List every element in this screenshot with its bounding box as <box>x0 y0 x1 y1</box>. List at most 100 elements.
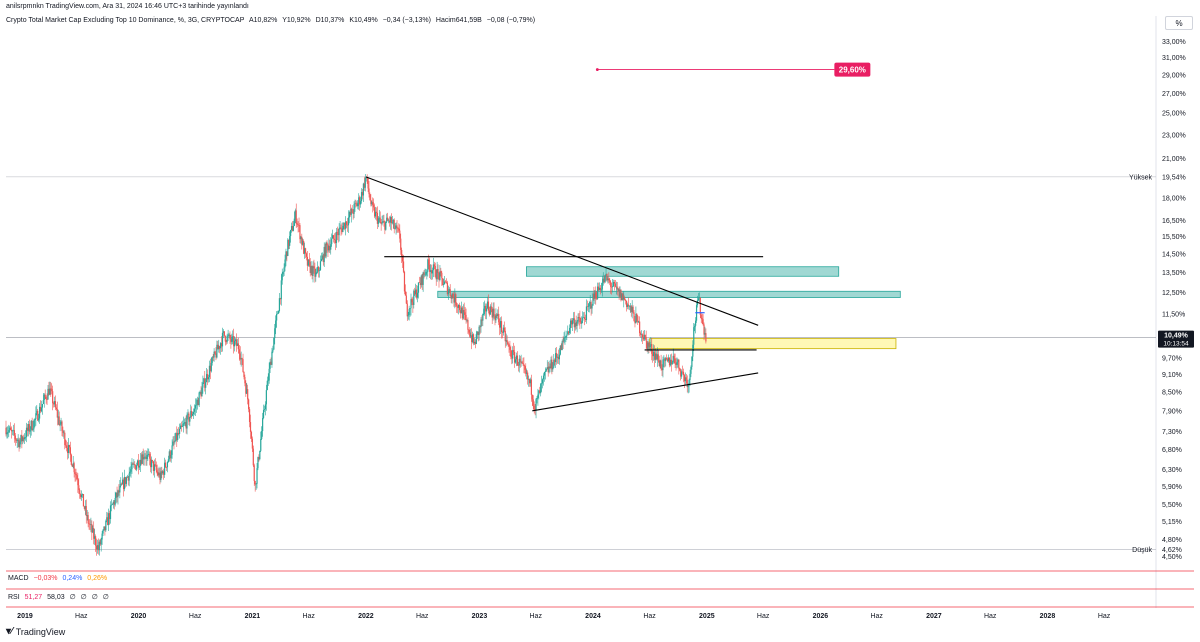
candle-body <box>451 293 453 299</box>
candle <box>678 359 680 375</box>
candle-body <box>351 208 353 214</box>
candle <box>354 199 356 212</box>
candle <box>212 354 214 362</box>
y-tick-label: 8,50% <box>1162 389 1182 396</box>
candle-body <box>442 278 444 286</box>
candle <box>611 282 613 295</box>
candle-body <box>430 270 432 272</box>
candle <box>298 217 300 233</box>
candle <box>416 284 418 300</box>
candle-body <box>127 476 129 481</box>
candle <box>206 369 209 386</box>
candle-body <box>225 341 227 343</box>
candle <box>242 353 244 373</box>
candle <box>576 320 578 333</box>
candle-body <box>570 320 573 325</box>
candle <box>80 490 83 501</box>
candle <box>45 395 47 404</box>
candle-body <box>192 414 194 416</box>
symbol-title[interactable]: Crypto Total Market Cap Excluding Top 10… <box>6 17 245 24</box>
candle <box>585 299 588 324</box>
candle-body <box>386 217 388 222</box>
candle <box>327 243 329 257</box>
candle <box>476 331 478 339</box>
candle <box>234 336 236 352</box>
rsi-legend[interactable]: RSI 51,27 58,03 ∅ ∅ ∅ ∅ <box>8 593 112 601</box>
y-tick-label: 5,15% <box>1162 519 1182 526</box>
candle <box>422 271 424 292</box>
candle <box>469 326 471 338</box>
candle-body <box>129 471 131 474</box>
candle <box>52 401 55 408</box>
candle <box>468 329 470 335</box>
candle-body <box>274 328 276 339</box>
candle-body <box>149 453 151 459</box>
candle-body <box>93 528 95 539</box>
candle <box>178 423 181 439</box>
candle-body <box>528 379 531 384</box>
candle-body <box>443 281 446 285</box>
candle-body <box>543 372 546 376</box>
candle-body <box>564 337 566 338</box>
candle <box>89 519 91 531</box>
candle-body <box>317 266 319 272</box>
candle-body <box>112 501 114 505</box>
candle <box>639 331 642 338</box>
candle <box>486 296 489 310</box>
candle-body <box>150 458 152 468</box>
candle <box>113 500 115 510</box>
candle <box>147 448 149 461</box>
candle-body <box>145 456 147 459</box>
candle <box>496 313 498 319</box>
candle <box>528 378 531 387</box>
candle <box>379 211 381 224</box>
candle <box>670 353 672 372</box>
candle-body <box>63 432 65 434</box>
y-tick-label: 13,50% <box>1162 270 1186 277</box>
footer-brand[interactable]: ▾⁄ TradingView <box>6 626 65 637</box>
candle <box>546 360 548 370</box>
candle <box>164 459 167 469</box>
candle <box>33 418 35 433</box>
candle <box>519 355 521 368</box>
candle-body <box>249 422 252 432</box>
candle-body <box>693 327 695 345</box>
candle <box>145 449 147 466</box>
candle-body <box>28 424 30 432</box>
candle-body <box>675 363 677 365</box>
candle <box>572 312 574 324</box>
candle-body <box>25 427 28 438</box>
candle <box>266 376 268 391</box>
candle <box>217 340 219 350</box>
percent-scale-button[interactable]: % <box>1165 16 1193 30</box>
candle <box>126 474 128 478</box>
candle-body <box>314 267 316 277</box>
macd-legend[interactable]: MACD −0,03% 0,24% 0,26% <box>8 575 110 582</box>
candle <box>177 428 179 442</box>
candle-body <box>88 523 90 525</box>
candle-body <box>563 337 565 342</box>
candle <box>552 362 554 372</box>
candle <box>458 302 461 313</box>
candle-body <box>621 293 623 301</box>
candle <box>114 491 116 507</box>
candle <box>239 346 241 365</box>
candle <box>506 335 508 345</box>
candle <box>456 302 458 313</box>
candle <box>581 316 583 329</box>
candle-body <box>371 202 373 205</box>
candle-body <box>645 337 647 342</box>
candle <box>188 411 190 426</box>
candle <box>548 360 550 374</box>
candle-body <box>554 359 556 363</box>
candle <box>303 239 305 255</box>
candle-body <box>131 463 133 470</box>
candle-body <box>248 409 251 423</box>
candle <box>103 526 105 531</box>
candle-body <box>521 361 523 364</box>
candle-body <box>566 334 568 337</box>
candle-body <box>426 271 428 273</box>
candle <box>697 292 700 301</box>
candle-body <box>125 477 127 484</box>
